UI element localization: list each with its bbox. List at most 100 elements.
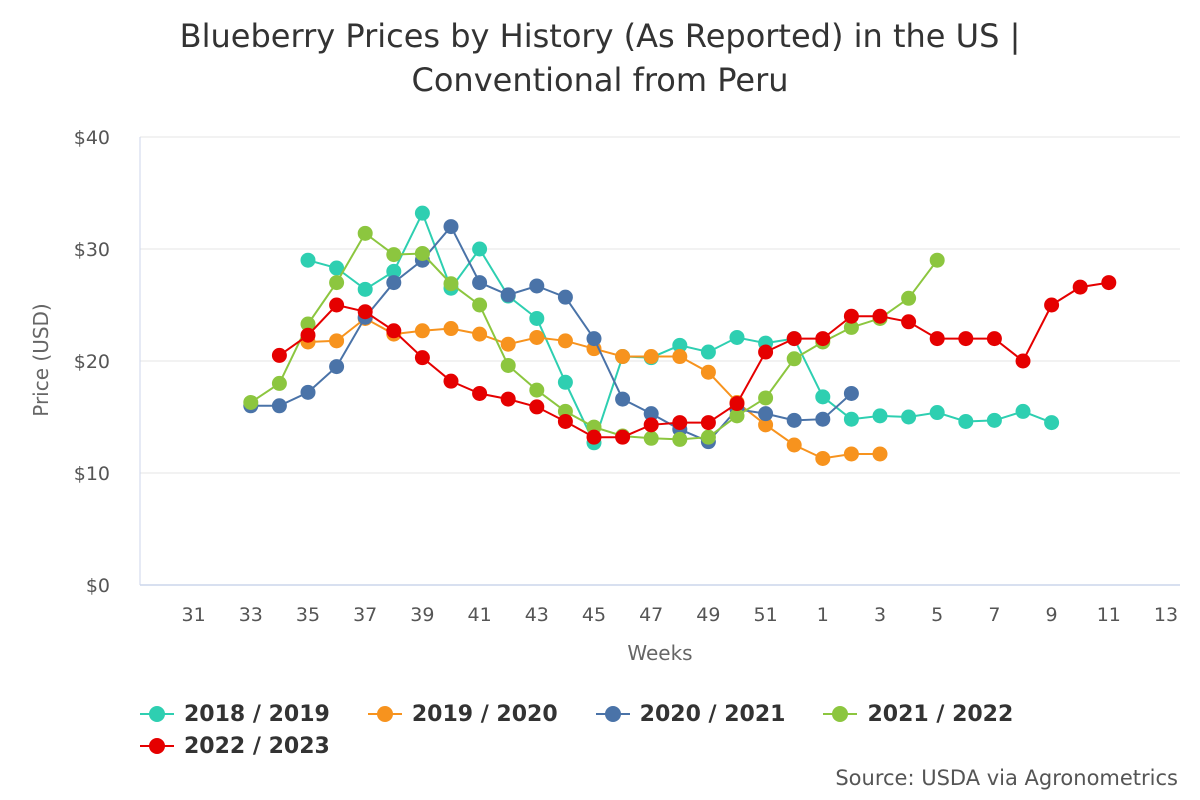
- data-point[interactable]: [414, 205, 430, 221]
- data-point[interactable]: [758, 406, 774, 422]
- data-point[interactable]: [557, 374, 573, 390]
- data-point[interactable]: [329, 359, 345, 375]
- data-point[interactable]: [901, 290, 917, 306]
- data-point[interactable]: [843, 446, 859, 462]
- data-point[interactable]: [300, 384, 316, 400]
- data-point[interactable]: [529, 278, 545, 294]
- data-point[interactable]: [500, 357, 516, 373]
- data-point[interactable]: [758, 344, 774, 360]
- data-point[interactable]: [1044, 415, 1060, 431]
- data-point[interactable]: [758, 417, 774, 433]
- data-point[interactable]: [529, 399, 545, 415]
- data-point[interactable]: [700, 415, 716, 431]
- data-point[interactable]: [872, 308, 888, 324]
- data-point[interactable]: [729, 408, 745, 424]
- data-point[interactable]: [300, 316, 316, 332]
- data-point[interactable]: [414, 245, 430, 261]
- data-point[interactable]: [386, 275, 402, 291]
- data-point[interactable]: [700, 364, 716, 380]
- data-point[interactable]: [472, 275, 488, 291]
- data-point[interactable]: [958, 413, 974, 429]
- data-point[interactable]: [815, 389, 831, 405]
- data-point[interactable]: [529, 310, 545, 326]
- data-point[interactable]: [700, 344, 716, 360]
- data-point[interactable]: [329, 260, 345, 276]
- data-point[interactable]: [1072, 279, 1088, 295]
- data-point[interactable]: [986, 412, 1002, 428]
- data-point[interactable]: [557, 413, 573, 429]
- data-point[interactable]: [500, 336, 516, 352]
- data-point[interactable]: [1101, 275, 1117, 291]
- data-point[interactable]: [1044, 297, 1060, 313]
- data-point[interactable]: [872, 408, 888, 424]
- data-point[interactable]: [414, 350, 430, 366]
- data-point[interactable]: [872, 446, 888, 462]
- data-point[interactable]: [643, 430, 659, 446]
- data-point[interactable]: [843, 319, 859, 335]
- data-point[interactable]: [700, 429, 716, 445]
- legend-item[interactable]: 2020 / 2021: [595, 698, 785, 730]
- data-point[interactable]: [672, 349, 688, 365]
- data-point[interactable]: [672, 415, 688, 431]
- data-point[interactable]: [958, 331, 974, 347]
- data-point[interactable]: [386, 263, 402, 279]
- data-point[interactable]: [929, 405, 945, 421]
- legend-item[interactable]: 2021 / 2022: [823, 698, 1013, 730]
- data-point[interactable]: [843, 308, 859, 324]
- data-point[interactable]: [243, 394, 259, 410]
- data-point[interactable]: [357, 281, 373, 297]
- data-point[interactable]: [729, 329, 745, 345]
- data-point[interactable]: [643, 406, 659, 422]
- data-point[interactable]: [615, 349, 631, 365]
- legend-item[interactable]: 2019 / 2020: [367, 698, 558, 730]
- data-point[interactable]: [1015, 403, 1031, 419]
- data-point[interactable]: [729, 396, 745, 412]
- data-point[interactable]: [672, 337, 688, 353]
- data-point[interactable]: [329, 333, 345, 349]
- data-point[interactable]: [815, 331, 831, 347]
- data-point[interactable]: [929, 252, 945, 268]
- data-point[interactable]: [271, 398, 287, 414]
- legend-item[interactable]: 2022 / 2023: [140, 730, 330, 762]
- data-point[interactable]: [271, 347, 287, 363]
- data-point[interactable]: [472, 326, 488, 342]
- data-point[interactable]: [586, 331, 602, 347]
- data-point[interactable]: [815, 411, 831, 427]
- data-point[interactable]: [786, 351, 802, 367]
- data-point[interactable]: [557, 333, 573, 349]
- data-point[interactable]: [557, 289, 573, 305]
- data-point[interactable]: [529, 382, 545, 398]
- data-point[interactable]: [329, 297, 345, 313]
- data-point[interactable]: [786, 412, 802, 428]
- data-point[interactable]: [843, 411, 859, 427]
- data-point[interactable]: [901, 314, 917, 330]
- data-point[interactable]: [615, 391, 631, 407]
- data-point[interactable]: [300, 252, 316, 268]
- data-point[interactable]: [529, 329, 545, 345]
- data-point[interactable]: [300, 327, 316, 343]
- data-point[interactable]: [386, 247, 402, 263]
- data-point[interactable]: [472, 297, 488, 313]
- data-point[interactable]: [271, 375, 287, 391]
- data-point[interactable]: [843, 385, 859, 401]
- data-point[interactable]: [815, 450, 831, 466]
- data-point[interactable]: [786, 331, 802, 347]
- data-point[interactable]: [472, 385, 488, 401]
- data-point[interactable]: [329, 275, 345, 291]
- data-point[interactable]: [643, 417, 659, 433]
- data-point[interactable]: [443, 219, 459, 235]
- data-point[interactable]: [357, 225, 373, 241]
- data-point[interactable]: [672, 431, 688, 447]
- data-point[interactable]: [758, 390, 774, 406]
- data-point[interactable]: [786, 437, 802, 453]
- data-point[interactable]: [1015, 353, 1031, 369]
- data-point[interactable]: [986, 331, 1002, 347]
- data-point[interactable]: [586, 429, 602, 445]
- data-point[interactable]: [443, 373, 459, 389]
- legend-item[interactable]: 2018 / 2019: [140, 698, 330, 730]
- data-point[interactable]: [500, 391, 516, 407]
- data-point[interactable]: [386, 323, 402, 339]
- data-point[interactable]: [615, 429, 631, 445]
- data-point[interactable]: [472, 241, 488, 257]
- data-point[interactable]: [929, 331, 945, 347]
